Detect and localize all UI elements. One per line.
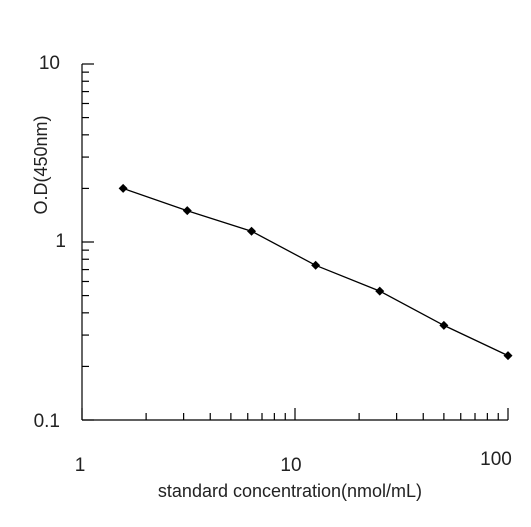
data-point (439, 320, 449, 330)
x-tick-label-100: 100 (480, 449, 512, 470)
x-tick-label-1: 1 (75, 455, 86, 476)
data-point (182, 206, 192, 216)
y-axis-label: O.D(450nm) (31, 115, 51, 214)
data-point (118, 183, 128, 193)
plot-area (118, 183, 513, 361)
data-point (311, 260, 321, 270)
data-point (375, 286, 385, 296)
x-axis-label: standard concentration(nmol/mL) (158, 481, 422, 501)
y-tick-label-10: 10 (39, 53, 60, 74)
data-point (247, 226, 257, 236)
y-tick-label-0.1: 0.1 (34, 411, 60, 432)
x-ticks (81, 408, 509, 420)
x-tick-label-10: 10 (280, 455, 301, 476)
series-line (122, 187, 509, 357)
data-point (503, 351, 513, 361)
y-ticks (82, 63, 94, 421)
y-tick-label-1: 1 (55, 231, 66, 252)
